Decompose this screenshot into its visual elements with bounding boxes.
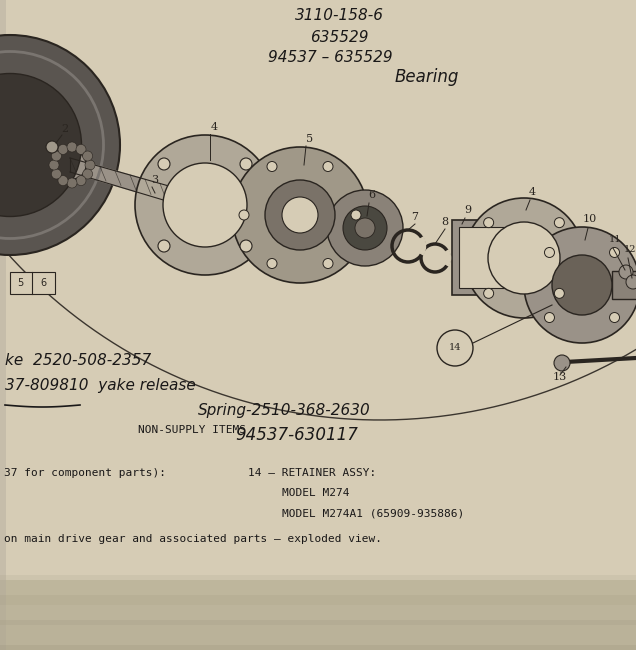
Text: 14 – RETAINER ASSY:: 14 – RETAINER ASSY:: [248, 468, 377, 478]
Text: 4: 4: [529, 187, 536, 197]
Wedge shape: [445, 250, 450, 266]
Circle shape: [67, 142, 77, 152]
Circle shape: [437, 330, 473, 366]
Circle shape: [323, 161, 333, 172]
Circle shape: [58, 151, 86, 179]
Bar: [0, 645, 636, 650]
Circle shape: [488, 222, 560, 294]
Circle shape: [67, 178, 77, 188]
Circle shape: [351, 210, 361, 220]
Circle shape: [327, 190, 403, 266]
Circle shape: [609, 248, 619, 257]
Circle shape: [240, 158, 252, 170]
Circle shape: [555, 218, 564, 227]
Circle shape: [555, 289, 564, 298]
Text: MODEL M274A1 (65909-935886): MODEL M274A1 (65909-935886): [282, 508, 464, 518]
Circle shape: [83, 169, 93, 179]
Circle shape: [265, 180, 335, 250]
Circle shape: [282, 197, 318, 233]
Text: 9: 9: [464, 205, 471, 215]
Text: 5: 5: [17, 278, 23, 288]
Circle shape: [76, 176, 86, 186]
Circle shape: [619, 265, 633, 279]
Text: 3: 3: [151, 175, 158, 185]
Wedge shape: [420, 237, 425, 255]
Circle shape: [554, 355, 570, 371]
Circle shape: [483, 289, 494, 298]
Circle shape: [267, 161, 277, 172]
Bar: [10, 272, 55, 294]
Bar: [459, 227, 505, 288]
Circle shape: [609, 313, 619, 322]
Circle shape: [158, 240, 170, 252]
Text: 6: 6: [40, 278, 46, 288]
Circle shape: [239, 210, 249, 220]
Text: 37 for component parts):: 37 for component parts):: [4, 468, 166, 478]
Circle shape: [0, 73, 81, 216]
Polygon shape: [70, 158, 190, 208]
FancyBboxPatch shape: [612, 271, 636, 299]
Text: 11: 11: [609, 235, 621, 244]
Circle shape: [240, 240, 252, 252]
Text: Bearing: Bearing: [395, 68, 459, 86]
Circle shape: [267, 259, 277, 268]
Text: 10: 10: [583, 214, 597, 224]
Circle shape: [83, 151, 93, 161]
Circle shape: [85, 160, 95, 170]
Circle shape: [544, 313, 555, 322]
Bar: [0, 595, 636, 625]
Text: 4: 4: [211, 122, 218, 132]
Circle shape: [58, 144, 68, 155]
Circle shape: [552, 255, 612, 315]
Circle shape: [464, 198, 584, 318]
Bar: [0, 575, 636, 605]
Text: 6: 6: [368, 190, 376, 200]
Text: 94537 – 635529: 94537 – 635529: [268, 50, 392, 65]
Text: 13: 13: [553, 372, 567, 382]
Bar: [0, 0, 6, 650]
Circle shape: [135, 135, 275, 275]
Circle shape: [355, 218, 375, 238]
Circle shape: [58, 176, 68, 186]
Text: 8: 8: [441, 217, 448, 227]
Circle shape: [52, 151, 62, 161]
Text: 635529: 635529: [310, 30, 368, 45]
Text: Spring-2510-368-2630: Spring-2510-368-2630: [198, 403, 371, 418]
Circle shape: [52, 169, 62, 179]
Bar: [452, 220, 512, 295]
Bar: [0, 620, 636, 650]
Text: MODEL M274: MODEL M274: [282, 488, 350, 498]
Text: on main drive gear and associated parts – exploded view.: on main drive gear and associated parts …: [4, 534, 382, 544]
Text: ke  2520-508-2357: ke 2520-508-2357: [5, 353, 151, 368]
Text: 2: 2: [62, 124, 69, 134]
Circle shape: [524, 227, 636, 343]
Text: 7: 7: [411, 212, 418, 222]
Text: 94537-630117: 94537-630117: [235, 426, 358, 444]
Bar: [0, 580, 636, 650]
Circle shape: [626, 275, 636, 289]
Text: NON-SUPPLY ITEMS: NON-SUPPLY ITEMS: [138, 425, 246, 435]
Text: 3110-158-6: 3110-158-6: [295, 8, 384, 23]
Circle shape: [343, 206, 387, 250]
Circle shape: [0, 35, 120, 255]
Circle shape: [158, 158, 170, 170]
Text: 14: 14: [449, 343, 461, 352]
Circle shape: [323, 259, 333, 268]
Circle shape: [544, 248, 555, 257]
Text: 5: 5: [307, 134, 314, 144]
Text: 12: 12: [624, 245, 636, 254]
Circle shape: [49, 160, 59, 170]
Circle shape: [163, 163, 247, 247]
Circle shape: [483, 218, 494, 227]
Circle shape: [76, 144, 86, 155]
Circle shape: [232, 147, 368, 283]
Circle shape: [46, 141, 58, 153]
Text: 37-809810  yake release: 37-809810 yake release: [5, 378, 196, 393]
